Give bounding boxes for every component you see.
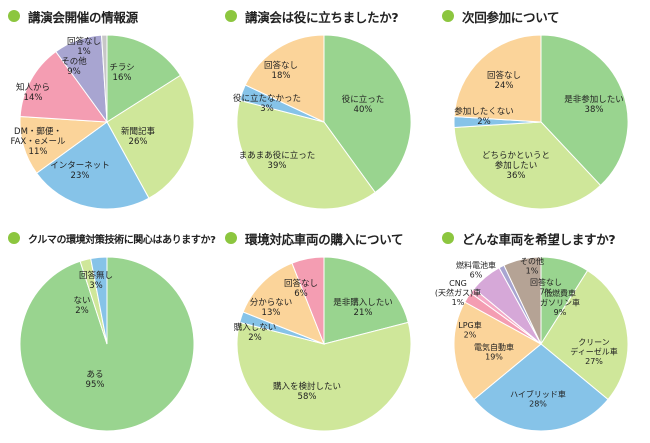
pie-slice [323, 256, 409, 345]
pie-slice [540, 34, 629, 187]
slice-label: どちらかというと参加したい 36% [482, 151, 550, 181]
pie-chart-purchase-intent: 是非購入したい 21% 購入を検討したい 58% 購入しない 2% 分からない 13%回答なし… [234, 256, 412, 432]
slice-label: 燃料電池車 6% [456, 260, 496, 280]
slice-label: 回答なし 6% [284, 278, 318, 299]
slice-label: 回答なし 7% [530, 277, 562, 297]
slice-label: 是非購入したい 21% [333, 297, 393, 318]
pie-slice [540, 269, 629, 401]
bullet-dot-icon [225, 232, 237, 244]
chart-title-row: どんな車両を希望しますか? [442, 228, 616, 248]
pie-slice [106, 34, 182, 123]
pie-slice [19, 50, 109, 123]
chart-title-row: 講演会は役に立ちましたか? [225, 6, 399, 26]
slice-label: 是非参加したい 38% [564, 94, 624, 115]
pie-slice [323, 34, 412, 194]
slice-label: その他 1% [520, 256, 544, 276]
pie-chart-eco-interest: ある 95% ない 2% 回答無し 3% [19, 256, 195, 432]
slice-label: DM・郵便・ FAX・eメール 11% [11, 126, 66, 157]
pie-slice [236, 321, 412, 432]
slice-label: 回答無し 3% [79, 270, 113, 291]
chart-panel-eco-interest: クルマの環境対策技術に関心はありますか? ある 95% ない 2% 回答無し 3% [0, 222, 216, 443]
chart-title-row: クルマの環境対策技術に関心はありますか? [8, 228, 216, 248]
chart-title: どんな車両を希望しますか? [462, 231, 616, 247]
bullet-dot-icon [8, 232, 20, 244]
chart-title-row: 講演会開催の情報源 [8, 6, 138, 26]
slice-label: 新聞記事 26% [121, 126, 156, 147]
slice-label: その他 9% [61, 56, 87, 77]
chart-panel-next-participation: 次回参加について 是非参加したい 38% どちらかというと参加したい 36% 参加したく… [434, 0, 650, 221]
pie-slice [291, 256, 325, 345]
pie-slice [503, 256, 542, 345]
pie-slice [236, 99, 376, 210]
slice-label: 知人から 14% [16, 82, 50, 103]
chart-panel-info-source: 講演会開催の情報源 チラシ 16% 新聞記事 26% インターネット 23% DM・郵便・ F… [0, 0, 216, 221]
chart-title: 講演会は役に立ちましたか? [245, 9, 399, 25]
chart-panel-purchase-intent: 環境対応車両の購入について 是非購入したい 21% 購入を検討したい 58% 購入しない… [217, 222, 433, 443]
bullet-dot-icon [8, 10, 20, 22]
chart-title: 講演会開催の情報源 [28, 9, 138, 25]
slice-label: 電気自動車 19% [474, 342, 514, 362]
slice-label: インターネット 23% [50, 161, 110, 181]
slice-label: 回答なし 1% [67, 36, 101, 57]
pie-chart-vehicle-preference: 低燃費車ガソリン車 9% クリーンディーゼル車 27% ハイブリッド車 28% 電気自動車 1… [435, 256, 629, 432]
chart-title-row: 次回参加について [442, 6, 560, 26]
slice-label: クリーンディーゼル車 27% [570, 338, 617, 366]
pie-slice [473, 343, 609, 432]
slice-label: 回答なし 18% [264, 60, 298, 81]
pie-chart-info-source: チラシ 16% 新聞記事 26% インターネット 23% DM・郵便・ FAX・eメール 11%… [11, 34, 195, 210]
pie-slice [453, 301, 542, 401]
chart-panel-vehicle-preference: どんな車両を希望しますか? 低燃費車ガソリン車 9% クリーンディーゼル車 27% ハイ… [434, 222, 650, 443]
slice-label: 回答なし 24% [487, 70, 521, 91]
pie-chart-usefulness: 役に立った 40% まあまあ役に立った 39% 役に立たなかった 3% 回答なし 18% [233, 34, 412, 210]
pie-slice [35, 121, 150, 210]
slice-label: チラシ 16% [109, 63, 134, 83]
slice-label: LPG車 2% [458, 320, 481, 340]
slice-label: ない 2% [73, 296, 90, 316]
slice-label: 購入しない 2% [234, 322, 277, 343]
slice-label: 役に立った 40% [342, 94, 385, 115]
chart-panel-usefulness: 講演会は役に立ちましたか? 役に立った 40% まあまあ役に立った 39% 役に立たなか… [217, 0, 433, 221]
pie-slice [101, 34, 108, 123]
chart-title: 環境対応車両の購入について [245, 231, 404, 247]
pie-slice [453, 34, 542, 123]
slice-label: まあまあ役に立った 39% [239, 150, 316, 171]
slice-label: 役に立たなかった 3% [233, 93, 301, 114]
pie-slice [90, 256, 108, 345]
pie-slice [242, 262, 325, 345]
slice-label: ハイブリッド車 28% [510, 389, 566, 409]
pie-chart-next-participation: 是非参加したい 38% どちらかというと参加したい 36% 参加したくない 2% 回答なし 2… [453, 34, 629, 210]
slice-label: 分からない 13% [250, 298, 293, 318]
pie-slice [453, 121, 602, 210]
pie-slice [244, 34, 325, 123]
bullet-dot-icon [442, 232, 454, 244]
slice-label: 低燃費車ガソリン車 9% [540, 288, 580, 317]
slice-label: ある 95% [86, 370, 105, 390]
slice-label: CNG (天然ガス)車 1% [435, 279, 481, 307]
slice-label: 参加したくない 2% [454, 106, 514, 127]
pie-slice [106, 74, 195, 199]
chart-title: 次回参加について [462, 9, 560, 25]
chart-title: クルマの環境対策技術に関心はありますか? [28, 234, 216, 246]
bullet-dot-icon [442, 10, 454, 22]
chart-title-row: 環境対応車両の購入について [225, 228, 404, 248]
bullet-dot-icon [225, 10, 237, 22]
slice-label: 購入を検討したい 58% [273, 381, 341, 402]
